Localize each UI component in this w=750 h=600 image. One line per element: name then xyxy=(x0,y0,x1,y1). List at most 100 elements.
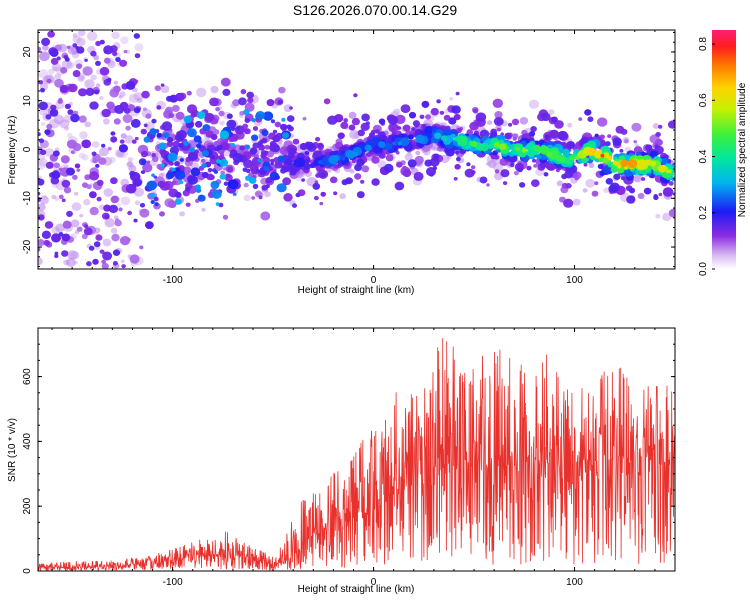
heatmap-cell xyxy=(588,162,595,168)
heatmap-cell xyxy=(282,132,290,139)
heatmap-cell xyxy=(55,223,65,233)
heatmap-cell xyxy=(226,119,237,129)
heatmap-cell xyxy=(239,145,246,151)
heatmap-cell xyxy=(154,202,159,207)
heatmap-cell xyxy=(672,192,675,196)
heatmap-cell xyxy=(249,147,258,155)
heatmap-cell xyxy=(216,159,221,164)
heatmap-cell xyxy=(561,173,568,180)
heatmap-cell xyxy=(196,143,202,149)
heatmap-cell xyxy=(168,112,175,119)
heatmap-cell xyxy=(99,147,109,157)
heatmap-cell xyxy=(351,117,360,126)
heatmap-cell xyxy=(414,155,424,165)
heatmap-cell xyxy=(78,88,87,97)
snr-panel: -100 0 100 0 200 400 600 Height of straight l… xyxy=(7,327,676,595)
heatmap-cell xyxy=(149,128,157,136)
heatmap-cell xyxy=(270,161,275,166)
heatmap-cell xyxy=(302,116,307,121)
heatmap-cell xyxy=(603,152,610,159)
heatmap-cell xyxy=(92,158,98,164)
heatmap-cell xyxy=(434,132,442,139)
heatmap-cell xyxy=(103,57,111,64)
heatmap-cell xyxy=(160,83,165,87)
heatmap-cell xyxy=(159,211,165,217)
heatmap-cell xyxy=(141,90,150,99)
heatmap-cell xyxy=(195,184,201,190)
heatmap-cell xyxy=(51,194,57,200)
heatmap-cell xyxy=(61,179,71,188)
x-tick-label: 0 xyxy=(371,577,377,588)
heatmap-cell xyxy=(70,219,80,228)
heatmap-cell xyxy=(163,132,170,139)
heatmap-cell xyxy=(668,208,675,218)
heatmap-cell xyxy=(142,163,153,173)
heatmap-cell xyxy=(286,124,292,130)
heatmap-cell xyxy=(637,159,647,168)
heatmap-cell xyxy=(541,112,551,122)
heatmap-cell xyxy=(38,191,41,196)
heatmap-cell xyxy=(351,159,356,164)
heatmap-cell xyxy=(624,169,629,173)
heatmap-cell xyxy=(633,146,643,154)
heatmap-cell xyxy=(254,190,262,198)
heatmap-cell xyxy=(146,180,157,191)
heatmap-cell xyxy=(260,211,271,221)
heatmap-cell xyxy=(487,120,493,125)
heatmap-cell xyxy=(645,159,651,165)
heatmap-cell xyxy=(106,101,115,110)
heatmap-cell xyxy=(230,142,235,147)
heatmap-cell xyxy=(255,169,260,173)
heatmap-cell xyxy=(243,109,250,116)
heatmap-cell xyxy=(378,152,386,159)
heatmap-cell xyxy=(95,164,100,168)
heatmap-cell xyxy=(594,181,599,186)
heatmap-cell xyxy=(650,160,656,166)
heatmap-cell xyxy=(289,106,293,110)
x-tick-label: 0 xyxy=(371,275,377,286)
heatmap-cell xyxy=(134,53,141,59)
heatmap-cell xyxy=(157,180,166,188)
heatmap-cell xyxy=(123,49,128,54)
heatmap-cell xyxy=(166,171,175,180)
heatmap-cell xyxy=(39,195,49,205)
heatmap-cell xyxy=(535,140,540,145)
heatmap-cell xyxy=(448,117,457,125)
heatmap-cell xyxy=(215,202,220,206)
heatmap-cell xyxy=(587,116,594,122)
heatmap-cell xyxy=(385,154,394,162)
heatmap-cell xyxy=(146,160,151,165)
heatmap-cell xyxy=(415,134,425,144)
heatmap-cell xyxy=(111,233,120,242)
heatmap-cell xyxy=(211,189,222,199)
heatmap-cell xyxy=(436,99,441,104)
heatmap-cell xyxy=(645,144,653,151)
heatmap-cell xyxy=(631,122,642,132)
heatmap-cell xyxy=(475,112,487,122)
heatmap-cell xyxy=(142,107,147,111)
heatmap-cell xyxy=(187,175,198,185)
heatmap-cell xyxy=(433,153,440,160)
heatmap-cell xyxy=(76,168,81,172)
heatmap-cell xyxy=(112,261,118,266)
heatmap-cell xyxy=(133,218,138,223)
heatmap-cell xyxy=(585,178,595,188)
heatmap-cell xyxy=(513,170,519,176)
heatmap-cell xyxy=(70,251,80,260)
heatmap-cell xyxy=(356,191,365,199)
heatmap-cell xyxy=(244,128,251,135)
heatmap-cell xyxy=(74,163,81,169)
heatmap-cell xyxy=(598,149,603,154)
heatmap-cell xyxy=(556,180,564,187)
heatmap-cell xyxy=(81,233,88,240)
heatmap-cell xyxy=(488,143,494,149)
heatmap-cell xyxy=(110,131,116,136)
heatmap-cell xyxy=(620,159,629,167)
heatmap-cell xyxy=(323,98,331,105)
heatmap-cell xyxy=(201,163,207,169)
heatmap-cell xyxy=(110,227,118,234)
heatmap-cell xyxy=(493,117,504,126)
colorbar: 0.0 0.2 0.4 0.6 0.8 Normalized spectral ampl… xyxy=(698,30,748,276)
heatmap-cell xyxy=(61,59,72,70)
heatmap-cell xyxy=(219,130,230,140)
